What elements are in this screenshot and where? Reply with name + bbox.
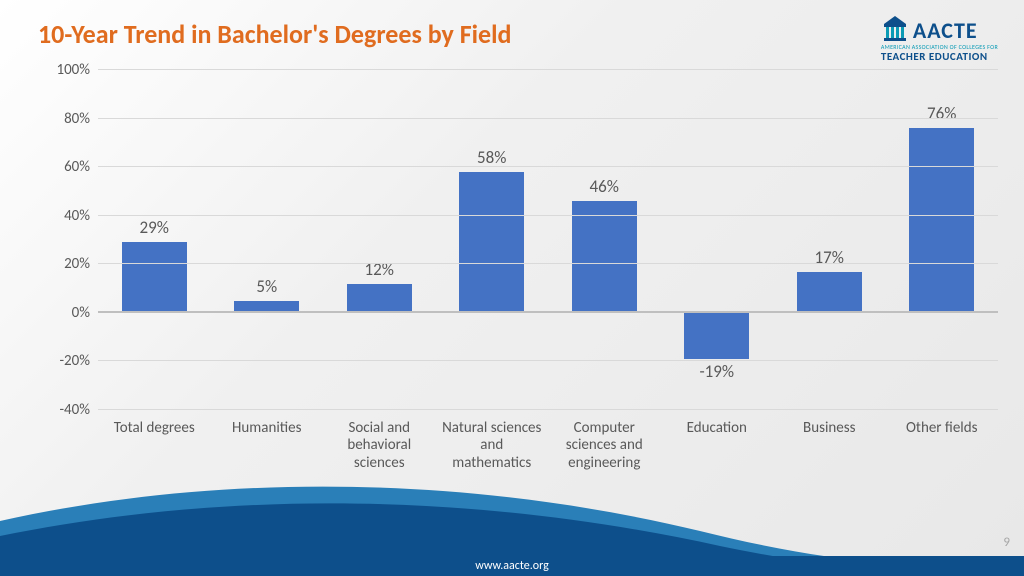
bar xyxy=(122,242,187,312)
gridline xyxy=(98,118,998,119)
bar-value-label: 17% xyxy=(773,247,886,268)
y-tick-label: -20% xyxy=(38,352,90,370)
y-tick-label: 100% xyxy=(38,61,90,79)
bar-value-label: -19% xyxy=(661,361,774,382)
trend-bar-chart: 29% 5%12% 58% 46% -19% 17% 76% -40% -20% 0% 20% 40… xyxy=(38,70,998,480)
logo-subtitle-2: TEACHER EDUCATION xyxy=(881,51,998,62)
x-category-label: Natural sciences and mathematics xyxy=(436,416,549,480)
bar-value-label: 58% xyxy=(436,147,549,168)
plot-area: 29%5%12%58%46%-19%17%76% -40%-20%0%20%40… xyxy=(98,70,998,410)
footer-url: www.aacte.org xyxy=(475,559,549,573)
logo-brand-text: AACTE xyxy=(913,20,978,42)
y-tick-label: 60% xyxy=(38,158,90,176)
gridline xyxy=(98,311,998,313)
y-tick-label: 0% xyxy=(38,304,90,322)
building-icon xyxy=(881,14,909,42)
x-category-label: Education xyxy=(661,416,774,480)
bar xyxy=(459,172,524,313)
x-category-label: Social and behavioral sciences xyxy=(323,416,436,480)
bar-value-label: 46% xyxy=(548,176,661,197)
bar-slot: 5% xyxy=(211,70,324,410)
gridline xyxy=(98,409,998,410)
bar-value-label: 76% xyxy=(886,103,999,124)
gridline xyxy=(98,263,998,264)
page-number: 9 xyxy=(1003,535,1010,550)
bar xyxy=(797,272,862,313)
bar xyxy=(347,284,412,313)
gridline xyxy=(98,166,998,167)
y-tick-label: -40% xyxy=(38,401,90,419)
y-tick-label: 80% xyxy=(38,110,90,128)
bar-value-label: 29% xyxy=(98,217,211,238)
footer-bar: www.aacte.org xyxy=(0,556,1024,576)
bar xyxy=(572,201,637,313)
bar-slot: 58% xyxy=(436,70,549,410)
bars-container: 29% 5%12% 58% 46% -19% 17% 76% xyxy=(98,70,998,410)
slide-title: 10-Year Trend in Bachelor's Degrees by F… xyxy=(38,18,511,50)
bar-slot: 17% xyxy=(773,70,886,410)
gridline xyxy=(98,360,998,361)
x-category-label: Total degrees xyxy=(98,416,211,480)
bar-slot: 76% xyxy=(886,70,999,410)
x-axis-labels: Total degreesHumanitiesSocial and behavi… xyxy=(98,416,998,480)
bar-value-label: 12% xyxy=(323,259,436,280)
bar-slot: 46% xyxy=(548,70,661,410)
x-category-label: Computer sciences and engineering xyxy=(548,416,661,480)
bar xyxy=(684,313,749,359)
x-category-label: Humanities xyxy=(211,416,324,480)
y-tick-label: 40% xyxy=(38,207,90,225)
bar xyxy=(909,128,974,313)
aacte-logo: AACTE AMERICAN ASSOCIATION OF COLLEGES F… xyxy=(881,14,998,62)
bar-value-label: 5% xyxy=(211,276,324,297)
x-category-label: Other fields xyxy=(886,416,999,480)
bar-slot: 29% xyxy=(98,70,211,410)
x-category-label: Business xyxy=(773,416,886,480)
bar-slot: -19% xyxy=(661,70,774,410)
bar-slot: 12% xyxy=(323,70,436,410)
gridline xyxy=(98,69,998,70)
gridline xyxy=(98,215,998,216)
y-tick-label: 20% xyxy=(38,255,90,273)
